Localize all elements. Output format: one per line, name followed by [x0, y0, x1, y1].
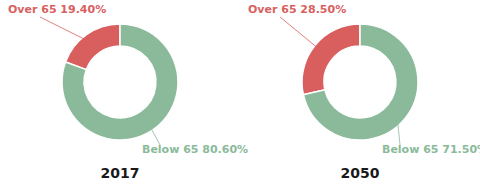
donut-panel: 2050 Over 65 28.50% Below 65 71.50%	[248, 3, 480, 181]
leader-line	[40, 17, 93, 43]
donut-slice	[66, 24, 120, 70]
donut-slice	[303, 24, 418, 140]
chart: 2017 Over 65 19.40% Below 65 80.60% 2050 Ove…	[0, 0, 480, 188]
data-label: Over 65 19.40%	[8, 3, 106, 16]
donut-panel: 2017 Over 65 19.40% Below 65 80.60%	[8, 3, 248, 181]
leader-line	[280, 17, 323, 53]
data-label: Over 65 28.50%	[248, 3, 346, 16]
data-label: Below 65 71.50%	[382, 143, 480, 156]
data-label: Below 65 80.60%	[142, 143, 248, 156]
year-label: 2050	[341, 165, 380, 181]
donut-slice	[62, 24, 178, 140]
leader-line	[147, 121, 160, 145]
donut-slice	[302, 24, 360, 95]
year-label: 2017	[101, 165, 140, 181]
leader-line	[397, 111, 400, 145]
